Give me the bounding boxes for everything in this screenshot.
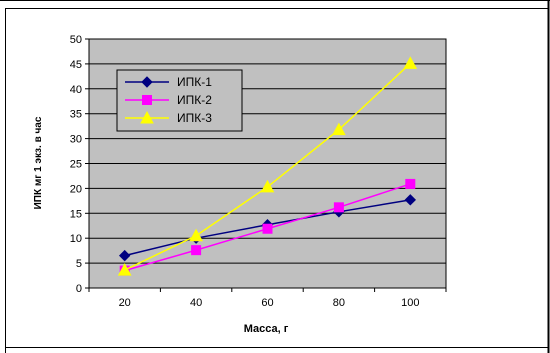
series-3-point-80 [332,122,346,136]
x-tick-label-100: 100 [401,297,419,309]
y-axis-ticks: 0 5 10 15 20 25 30 35 40 45 50 [70,34,89,295]
x-axis-label: Масса, г [244,323,289,335]
legend-label-1: ИПК-1 [177,75,212,89]
legend-label-3: ИПК-3 [177,111,212,125]
series-2-point-40 [191,245,202,256]
series-1-point-100 [404,194,417,206]
y-tick-label-35: 35 [70,109,82,121]
y-tick-label-25: 25 [70,159,82,171]
series-3-point-100 [403,56,418,69]
legend-swatch-marker-2 [142,95,152,105]
x-tick-label-60: 60 [261,297,273,309]
series-2-point-100 [405,178,416,189]
y-axis-label: ИПК мг 1 экз. в час [33,116,44,209]
series-3-point-40 [189,228,203,242]
legend-swatch-marker-1 [141,76,153,88]
x-tick-label-20: 20 [119,297,131,309]
x-axis-ticks: 20 40 60 80 100 [88,288,447,309]
x-tick-label-80: 80 [333,297,345,309]
y-tick-label-40: 40 [70,84,82,96]
series-1-point-20 [118,249,131,262]
series-3 [117,56,418,276]
y-tick-label-30: 30 [70,134,82,146]
y-tick-label-5: 5 [76,258,82,270]
series-2-point-60 [262,223,273,234]
series-3-point-20 [117,263,132,276]
legend-swatch-marker-3 [140,110,154,124]
legend-entry-3: ИПК-3 [125,110,212,125]
y-tick-label-10: 10 [70,233,82,245]
legend-entry-1: ИПК-1 [125,75,212,89]
y-tick-label-15: 15 [70,208,82,220]
y-tick-label-45: 45 [70,59,82,71]
legend-label-2: ИПК-2 [177,93,212,107]
legend-entry-2: ИПК-2 [125,93,212,107]
legend: ИПК-1 ИПК-2 ИПК-3 [116,69,243,132]
series-3-point-60 [260,179,275,193]
y-tick-label-20: 20 [70,183,82,195]
x-tick-label-40: 40 [190,297,202,309]
y-tick-label-50: 50 [70,34,82,46]
series-layer [117,56,418,276]
series-2-point-80 [333,202,344,213]
y-tick-label-0: 0 [76,283,82,295]
